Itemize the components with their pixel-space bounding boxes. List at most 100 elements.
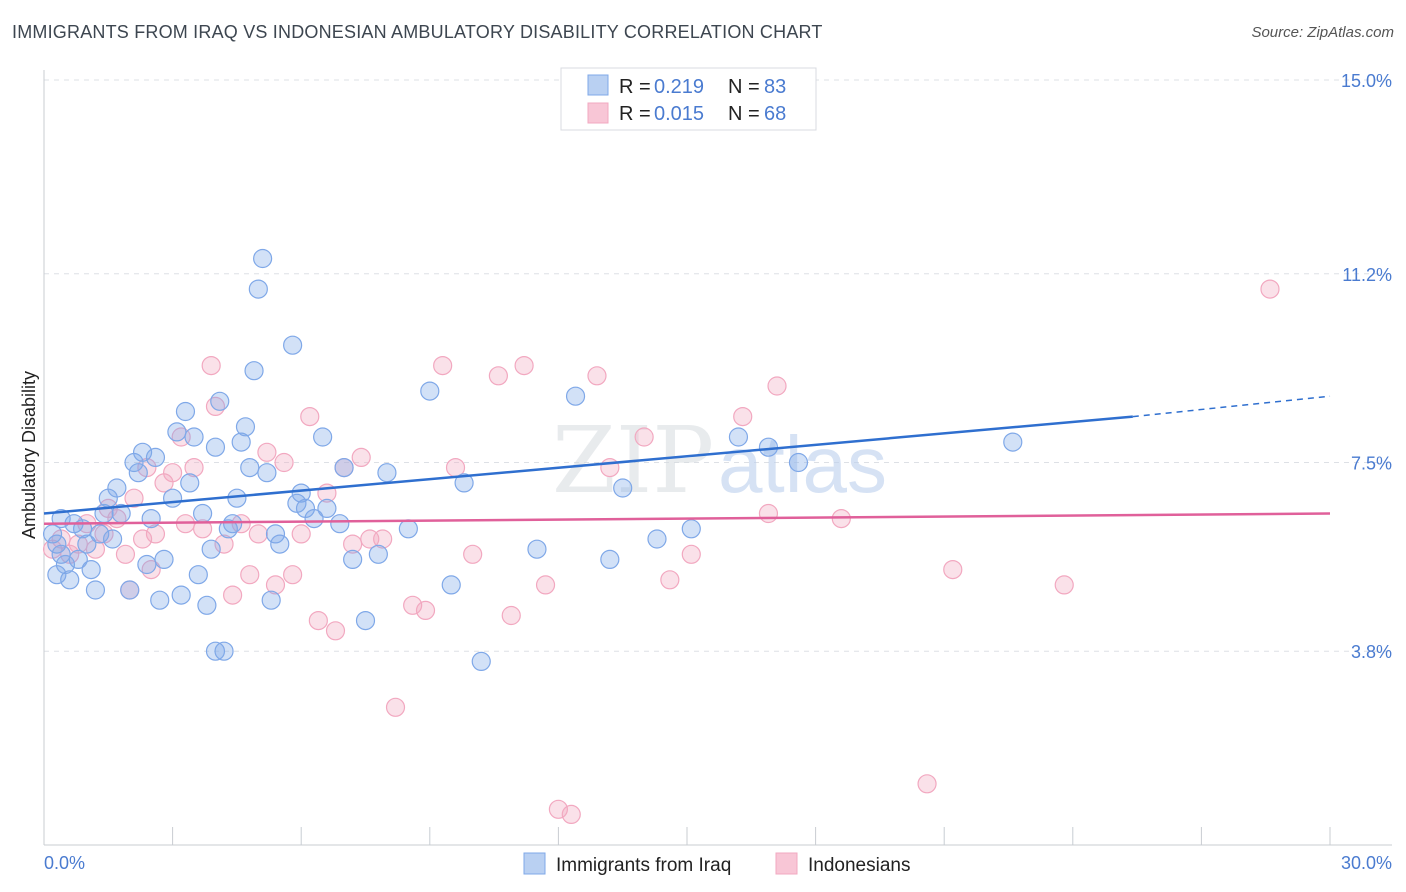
data-point (454, 473, 474, 493)
data-point (398, 519, 418, 539)
y-axis-label: Ambulatory Disability (19, 371, 39, 539)
data-point (600, 549, 620, 570)
data-point (561, 804, 581, 825)
data-point (51, 544, 71, 564)
data-point (767, 376, 787, 396)
data-point (634, 427, 654, 447)
chart-title: IMMIGRANTS FROM IRAQ VS INDONESIAN AMBUL… (12, 22, 823, 42)
data-point (42, 524, 63, 544)
data-point (141, 508, 161, 529)
data-point (600, 458, 620, 478)
data-point (681, 519, 701, 539)
x-tick-label-start: 0.0% (44, 853, 85, 873)
data-point (150, 590, 170, 610)
data-point (244, 361, 264, 381)
legend-swatch-blue (587, 74, 609, 96)
data-point (343, 534, 363, 554)
data-point (163, 463, 183, 483)
data-point (68, 549, 88, 570)
series-legend: Immigrants from Iraq Indonesians (523, 852, 910, 876)
data-point (355, 610, 376, 631)
data-point (373, 529, 393, 549)
trend-lines (43, 395, 1331, 525)
data-point (257, 463, 277, 483)
data-point (193, 503, 213, 524)
bottom-legend-swatch-iraq (523, 852, 546, 875)
data-point (235, 417, 256, 437)
data-point (548, 799, 569, 819)
data-point (291, 483, 311, 503)
data-point (758, 437, 779, 457)
data-point (128, 463, 148, 483)
data-point (167, 422, 187, 442)
data-point (132, 442, 153, 462)
legend-r-value-2: 0.015 (654, 103, 704, 125)
data-point (265, 575, 286, 595)
data-point (527, 539, 547, 559)
legend-r-label-1: R = (619, 76, 651, 98)
data-point (180, 473, 200, 493)
data-point (1054, 575, 1074, 595)
data-point (758, 503, 779, 524)
data-point (188, 565, 208, 585)
legend-n-value-1: 83 (764, 76, 786, 98)
data-point (343, 549, 363, 570)
legend-r-value-1: 0.219 (654, 76, 704, 98)
data-point (145, 447, 166, 467)
data-point (728, 427, 749, 447)
data-point (334, 458, 354, 478)
data-point (201, 539, 221, 559)
data-point (471, 651, 491, 672)
data-point (917, 774, 937, 794)
data-point (681, 544, 701, 564)
data-point (313, 427, 333, 447)
grid (44, 79, 1392, 652)
data-point (330, 514, 350, 534)
watermark-atlas: atlas (718, 420, 887, 509)
data-point (77, 534, 97, 554)
data-point (171, 585, 191, 605)
data-point (385, 697, 406, 717)
data-point (943, 559, 963, 580)
data-point (565, 386, 586, 406)
trend-line-iraq (43, 415, 1133, 515)
data-point (733, 407, 753, 427)
data-point (85, 580, 106, 600)
data-point (257, 442, 277, 462)
legend-n-label-1: N = (728, 76, 760, 98)
data-point (197, 595, 217, 615)
source-label: Source: ZipAtlas.com (1251, 24, 1394, 41)
data-point (227, 488, 247, 508)
legend-n-label-2: N = (728, 103, 760, 125)
x-tick-label-end: 30.0% (1341, 853, 1392, 873)
data-point (501, 605, 521, 626)
data-point (214, 534, 234, 554)
data-point (1260, 279, 1280, 299)
y-tick-label: 7.5% (1351, 454, 1392, 474)
data-point (317, 498, 337, 518)
data-point (291, 524, 311, 544)
data-point (788, 452, 809, 473)
data-point (304, 508, 324, 529)
watermark: ZIP atlas (552, 407, 887, 514)
data-point (120, 580, 140, 600)
data-point (184, 427, 204, 447)
data-point (231, 432, 251, 452)
data-point (433, 356, 453, 376)
x-ticks (172, 827, 1331, 845)
data-point (175, 401, 196, 422)
data-point (193, 519, 213, 539)
data-point (488, 366, 508, 386)
data-point (403, 595, 423, 615)
data-point (210, 391, 230, 411)
data-point (613, 478, 633, 498)
data-point (463, 544, 483, 564)
data-point (660, 570, 680, 590)
data-point (115, 544, 136, 564)
data-point (270, 534, 290, 554)
data-point (261, 590, 281, 610)
legend-r-label-2: R = (619, 103, 651, 125)
bottom-legend-label-indonesians: Indonesians (808, 855, 910, 876)
data-point (137, 554, 157, 575)
data-point (351, 447, 371, 467)
